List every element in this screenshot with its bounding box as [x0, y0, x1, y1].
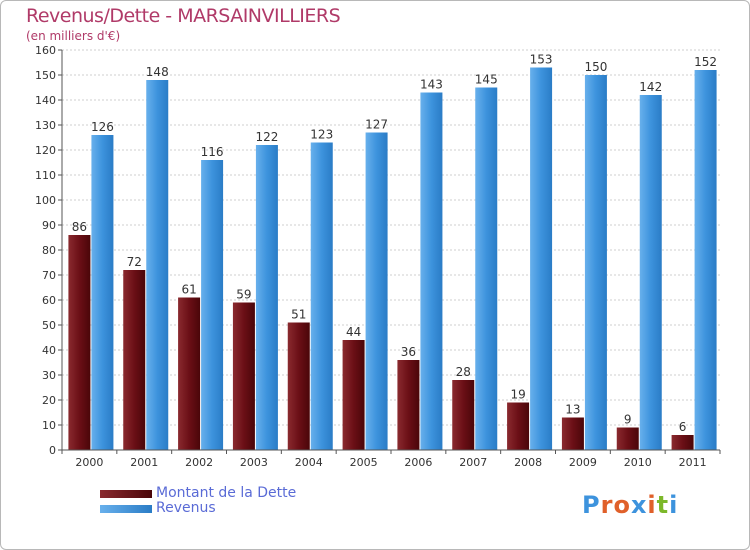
x-tick-label: 2000: [75, 456, 103, 469]
y-tick-label: 150: [35, 69, 56, 82]
y-tick-label: 40: [42, 344, 56, 357]
y-tick-label: 30: [42, 369, 56, 382]
bar-revenus: [255, 145, 278, 450]
bars: [68, 67, 717, 450]
logo-letter: o: [613, 491, 631, 519]
chart-title: Revenus/Dette - MARSAINVILLIERS: [26, 5, 341, 27]
value-label-dette: 19: [510, 388, 525, 402]
bar-dette: [616, 427, 639, 450]
logo-letter: r: [600, 491, 614, 519]
bar-dette: [452, 380, 475, 450]
bar-revenus: [530, 67, 553, 450]
y-tick-label: 140: [35, 94, 56, 107]
logo-letter: x: [630, 491, 648, 519]
x-tick-label: 2005: [350, 456, 378, 469]
value-label-dette: 36: [401, 345, 416, 359]
x-tick-label: 2006: [404, 456, 432, 469]
y-tick-label: 130: [35, 119, 56, 132]
value-label-revenus: 116: [201, 145, 224, 159]
y-tick-label: 20: [42, 394, 56, 407]
value-label-dette: 86: [72, 220, 87, 234]
logo-letter: i: [669, 491, 679, 519]
y-tick-label: 90: [42, 219, 56, 232]
legend-item-revenus: Revenus: [100, 501, 296, 516]
x-tick-label: 2003: [240, 456, 268, 469]
legend-label-dette: Montant de la Dette: [156, 485, 297, 501]
bar-dette: [232, 302, 255, 450]
x-tick-label: 2002: [185, 456, 213, 469]
x-tick-label: 2009: [569, 456, 597, 469]
y-tick-label: 110: [35, 169, 56, 182]
value-label-dette: 13: [565, 403, 580, 417]
value-label-revenus: 143: [420, 78, 443, 92]
bar-revenus: [201, 160, 224, 450]
value-label-revenus: 150: [584, 60, 607, 74]
value-label-revenus: 152: [694, 55, 717, 69]
chart-subtitle: (en milliers d'€): [26, 29, 121, 43]
legend: Montant de la Dette Revenus: [100, 486, 296, 516]
y-tick-label: 50: [42, 319, 56, 332]
value-label-revenus: 148: [146, 65, 169, 79]
logo-letter: P: [582, 491, 601, 519]
bar-revenus: [639, 95, 662, 450]
value-label-dette: 51: [291, 308, 306, 322]
x-tick-label: 2007: [459, 456, 487, 469]
bar-revenus: [420, 92, 443, 450]
y-tick-label: 120: [35, 144, 56, 157]
bar-dette: [68, 235, 91, 450]
y-tick-label: 0: [49, 444, 56, 457]
bar-dette: [671, 435, 694, 450]
logo-letter: t: [656, 491, 670, 519]
value-label-revenus: 127: [365, 118, 388, 132]
x-tick-label: 2001: [130, 456, 158, 469]
bar-dette: [342, 340, 365, 450]
bar-dette: [287, 322, 310, 450]
bar-revenus: [310, 142, 333, 450]
value-label-dette: 61: [181, 283, 196, 297]
x-tick-label: 2011: [679, 456, 707, 469]
y-tick-label: 60: [42, 294, 56, 307]
y-tick-label: 160: [35, 44, 56, 57]
value-label-revenus: 145: [475, 73, 498, 87]
proxiti-logo: Proxiti: [582, 491, 678, 519]
value-label-revenus: 123: [310, 128, 333, 142]
x-tick-label: 2004: [295, 456, 323, 469]
bar-dette: [123, 270, 146, 450]
y-tick-label: 100: [35, 194, 56, 207]
value-label-revenus: 126: [91, 120, 114, 134]
value-label-revenus: 153: [530, 53, 553, 67]
y-tick-label: 80: [42, 244, 56, 257]
bar-dette: [507, 402, 530, 450]
legend-item-dette: Montant de la Dette: [100, 486, 296, 501]
legend-swatch-revenus: [100, 504, 152, 513]
value-labels: 86 126 72 148 61 116 59 122 51 123 44 127 36 143 28 145…: [72, 53, 717, 435]
value-label-dette: 44: [346, 325, 361, 339]
bar-revenus: [365, 132, 388, 450]
y-tick-label: 10: [42, 419, 56, 432]
bar-revenus: [146, 80, 169, 450]
value-label-dette: 6: [679, 420, 687, 434]
grid-lines: [62, 49, 720, 426]
bar-revenus: [91, 135, 114, 450]
logo-letter: i: [647, 491, 657, 519]
bar-dette: [397, 360, 420, 450]
bar-dette: [178, 297, 201, 450]
value-label-dette: 59: [236, 288, 251, 302]
y-tick-label: 70: [42, 269, 56, 282]
x-tick-label: 2010: [624, 456, 652, 469]
value-label-dette: 72: [127, 255, 142, 269]
value-label-dette: 28: [456, 365, 471, 379]
bar-revenus: [475, 87, 498, 450]
x-tick-label: 2008: [514, 456, 542, 469]
bar-revenus: [694, 70, 717, 450]
legend-swatch-dette: [100, 489, 152, 498]
value-label-revenus: 142: [639, 80, 662, 94]
value-label-dette: 9: [624, 413, 632, 427]
value-label-revenus: 122: [255, 130, 278, 144]
bar-dette: [561, 417, 584, 450]
bar-revenus: [584, 75, 607, 450]
axes: 0 10 20 30 40 50 60 70 80 90 100 110 120 130 140 150 160…: [35, 44, 721, 469]
legend-label-revenus: Revenus: [156, 500, 216, 516]
